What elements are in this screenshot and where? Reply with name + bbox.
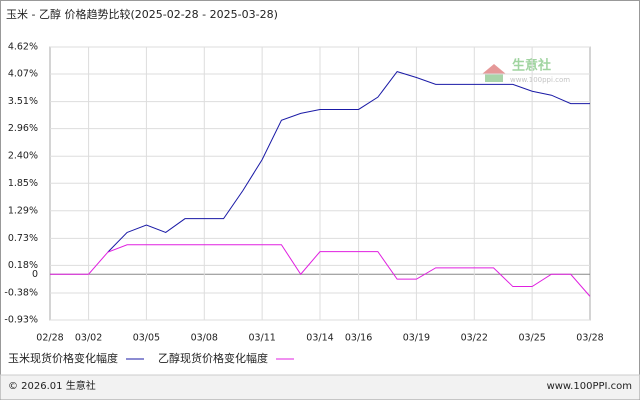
- y-tick-label: 4.62%: [8, 42, 38, 53]
- x-tick-label: 03/05: [133, 333, 160, 344]
- y-tick-label: 0.18%: [8, 260, 38, 271]
- x-tick-label: 03/19: [403, 333, 430, 344]
- footer-band: [0, 375, 640, 400]
- series-line: [107, 71, 590, 253]
- watermark-icon: [482, 64, 506, 74]
- x-tick-label: 03/11: [248, 333, 275, 344]
- y-tick-label: 2.96%: [8, 123, 38, 134]
- watermark-url: www.100ppi.com: [510, 76, 570, 84]
- watermark-icon: [485, 74, 503, 82]
- x-tick-label: 03/22: [461, 333, 488, 344]
- x-tick-label: 03/14: [306, 333, 333, 344]
- x-tick-label: 03/28: [576, 333, 603, 344]
- watermark-name: 生意社: [512, 58, 551, 74]
- x-tick-label: 03/25: [518, 333, 545, 344]
- y-tick-label: 2.40%: [8, 151, 38, 162]
- watermark: 生意社 www.100ppi.com: [482, 58, 570, 84]
- footer-site: www.100PPI.com: [547, 381, 632, 392]
- chart-title: 玉米 - 乙醇 价格趋势比较(2025-02-28 - 2025-03-28): [6, 7, 278, 21]
- x-tick-label: 03/08: [191, 333, 218, 344]
- y-tick-label: 3.51%: [8, 96, 38, 107]
- y-tick-label: 0: [32, 269, 38, 280]
- y-tick-label: -0.93%: [4, 315, 38, 326]
- legend-label: 玉米现货价格变化幅度: [8, 351, 118, 365]
- y-tick-label: 4.07%: [8, 69, 38, 80]
- y-tick-label: 1.85%: [8, 178, 38, 189]
- x-tick-label: 02/28: [36, 333, 63, 344]
- x-tick-label: 03/02: [75, 333, 102, 344]
- y-tick-label: 1.29%: [8, 205, 38, 216]
- y-tick-label: 0.73%: [8, 233, 38, 244]
- x-tick-label: 03/16: [345, 333, 372, 344]
- legend-label: 乙醇现货价格变化幅度: [158, 351, 268, 365]
- y-tick-label: -0.38%: [4, 287, 38, 298]
- series-line: [50, 244, 591, 297]
- footer-copyright: © 2026.01 生意社: [8, 379, 96, 392]
